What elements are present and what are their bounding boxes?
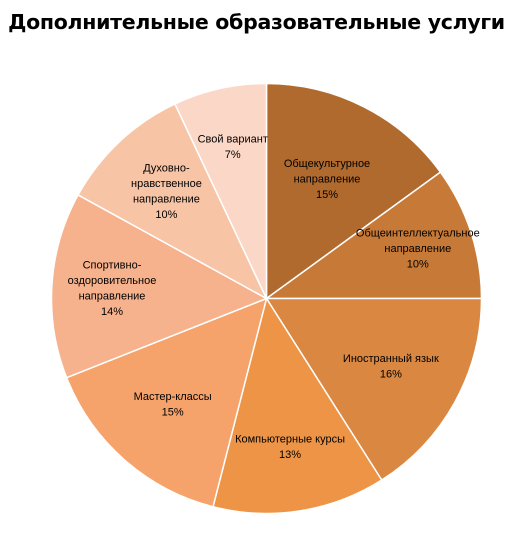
slice-category-label: направление bbox=[79, 290, 146, 302]
slice-label: Общекультурное направление 15% bbox=[284, 158, 370, 201]
slice-label: Общеинтеллектуальное направление 10% bbox=[356, 228, 480, 271]
slice-percent-label: 10% bbox=[155, 209, 177, 221]
pie-slice bbox=[265, 82, 442, 300]
slice-category-label: Мастер-классы bbox=[134, 391, 212, 403]
pie-slice bbox=[77, 102, 269, 301]
pie-slice bbox=[264, 171, 483, 300]
pie-slice bbox=[265, 297, 483, 482]
slice-category-label: направление bbox=[294, 174, 361, 186]
slice-category-label: Общекультурное bbox=[284, 158, 370, 170]
pie-slice bbox=[173, 82, 268, 299]
pie-slice bbox=[50, 193, 269, 379]
slice-category-label: направление bbox=[133, 194, 200, 206]
chart-title: Дополнительные образовательные услуги bbox=[8, 10, 505, 34]
slice-label: Компьютерные курсы 13% bbox=[235, 433, 345, 461]
slice-category-label: Духовно- bbox=[143, 163, 190, 175]
slice-label: Свой вариант 7% bbox=[198, 134, 268, 162]
slice-category-label: Общеинтеллектуальное bbox=[356, 228, 480, 240]
slice-percent-label: 10% bbox=[407, 259, 429, 271]
slice-percent-label: 15% bbox=[316, 189, 338, 201]
slice-percent-label: 13% bbox=[279, 449, 301, 461]
slice-category-label: Иностранный язык bbox=[343, 353, 439, 365]
slice-category-label: Компьютерные курсы bbox=[235, 433, 345, 445]
slice-category-label: оздоровительное bbox=[68, 275, 157, 287]
slice-percent-label: 7% bbox=[225, 149, 241, 161]
pie-slice bbox=[212, 296, 383, 515]
slice-percent-label: 14% bbox=[101, 306, 123, 318]
slice-label: Иностранный язык 16% bbox=[343, 353, 439, 381]
pie-slice bbox=[65, 297, 268, 508]
slice-category-label: нравственное bbox=[131, 178, 202, 190]
slice-percent-label: 15% bbox=[162, 407, 184, 419]
slice-label: Духовно-нравственное направление 10% bbox=[131, 163, 202, 222]
slice-category-label: Спортивно- bbox=[83, 259, 142, 271]
slice-category-label: Свой вариант bbox=[198, 134, 268, 146]
slice-label: Спортивно-оздоровительное направление 14% bbox=[68, 259, 157, 318]
slice-category-label: направление bbox=[384, 243, 451, 255]
slice-percent-label: 16% bbox=[380, 369, 402, 381]
slice-label: Мастер-классы 15% bbox=[134, 391, 212, 419]
